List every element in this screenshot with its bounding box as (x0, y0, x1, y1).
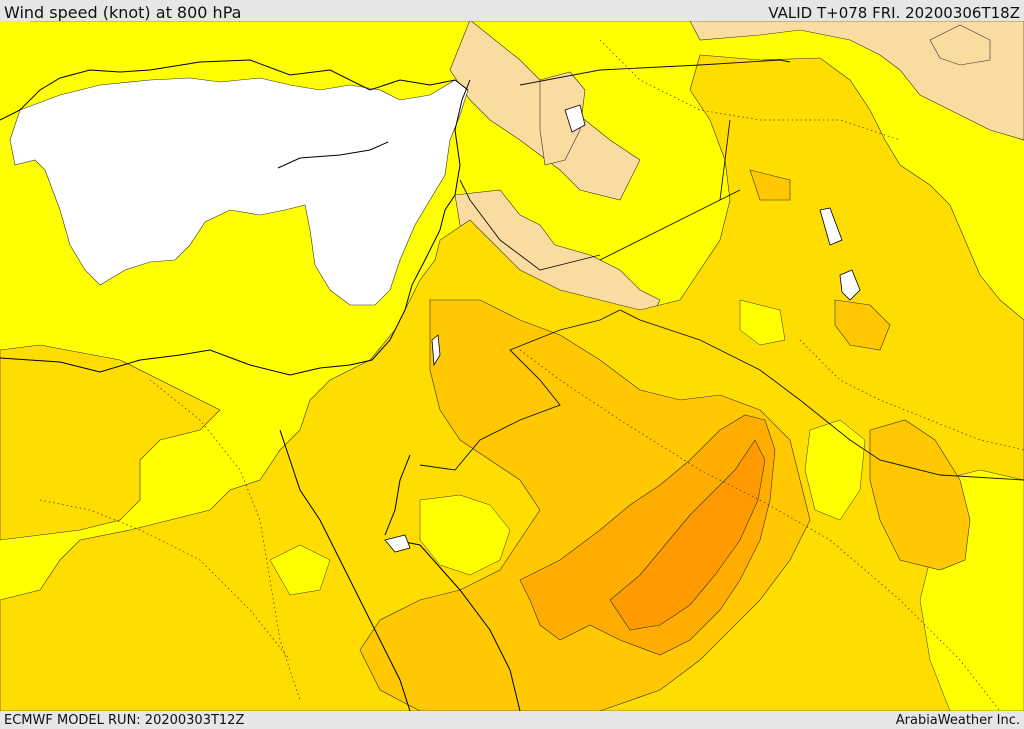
solid-borders (419, 59, 1024, 481)
credit-label: ArabiaWeather Inc. (895, 713, 1020, 728)
yellow-patch-5 (269, 544, 331, 596)
dark-orange-core (609, 439, 766, 631)
yellow-patch-1 (419, 494, 511, 576)
light-orange-northeast (749, 169, 891, 351)
coastlines (0, 59, 521, 711)
country-borders (39, 39, 1024, 711)
footer-bar: ECMWF MODEL RUN: 20200303T12Z ArabiaWeat… (0, 711, 1024, 729)
inland-water (384, 104, 861, 553)
map-title: Wind speed (knot) at 800 hPa (4, 3, 242, 22)
peach-patch-c (929, 24, 991, 66)
calm-region (9, 77, 469, 306)
orange-region (519, 414, 776, 656)
yellow-patch-2 (804, 419, 866, 521)
wind-speed-map (0, 21, 1024, 711)
model-run-label: ECMWF MODEL RUN: 20200303T12Z (4, 713, 245, 728)
valid-time: VALID T+078 FRI. 20200306T18Z (768, 4, 1020, 22)
header-bar: Wind speed (knot) at 800 hPa VALID T+078… (0, 0, 1024, 22)
yellow-patch-4 (739, 299, 786, 346)
light-orange-east (869, 419, 971, 571)
gold-region-west (0, 344, 221, 541)
